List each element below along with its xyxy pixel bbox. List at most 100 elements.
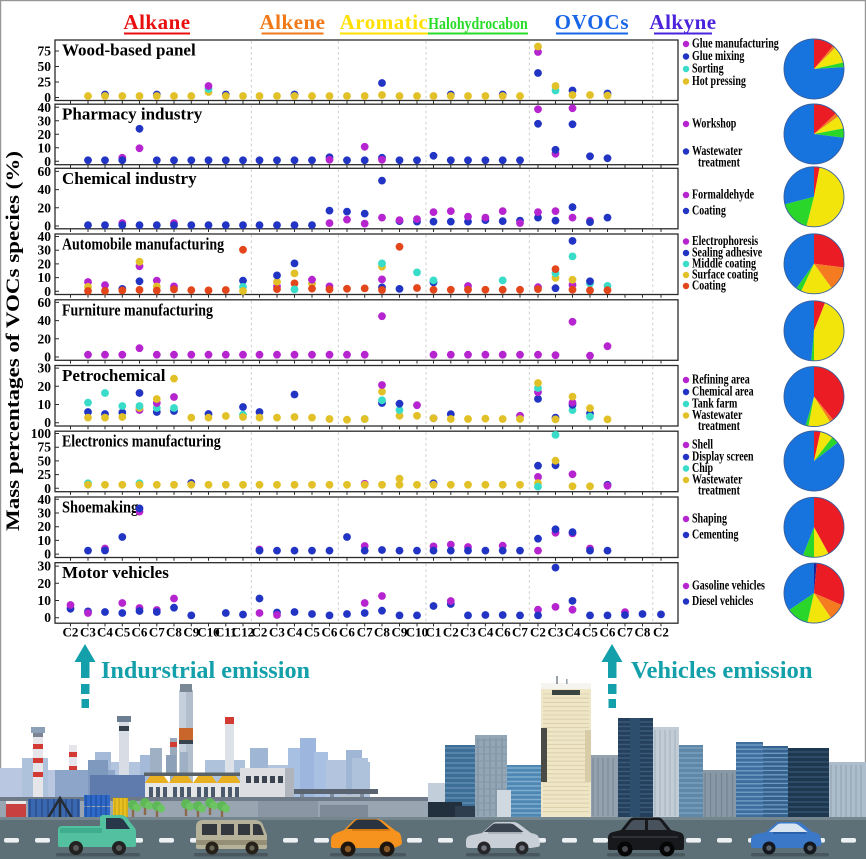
svg-text:30: 30 — [38, 506, 52, 521]
svg-text:60: 60 — [38, 164, 52, 179]
svg-text:50: 50 — [38, 59, 52, 74]
svg-text:Wood-based panel: Wood-based panel — [62, 41, 196, 60]
svg-text:20: 20 — [38, 127, 52, 142]
svg-text:Diesel vehicles: Diesel vehicles — [692, 592, 754, 608]
svg-text:0: 0 — [44, 90, 51, 105]
svg-text:Halohydrocabon: Halohydrocabon — [428, 15, 528, 34]
svg-text:Glue manufacturing: Glue manufacturing — [692, 35, 779, 51]
svg-text:C12: C12 — [232, 625, 254, 640]
svg-text:Hot pressing: Hot pressing — [692, 72, 746, 88]
svg-text:0: 0 — [44, 481, 51, 496]
svg-text:30: 30 — [38, 361, 52, 376]
svg-text:C4: C4 — [477, 625, 493, 640]
svg-text:Shell: Shell — [692, 436, 714, 452]
svg-text:Formaldehyde: Formaldehyde — [692, 186, 754, 202]
svg-text:0: 0 — [44, 154, 51, 169]
svg-text:C7: C7 — [357, 625, 373, 640]
svg-text:0: 0 — [44, 350, 51, 365]
svg-text:Electrophoresis: Electrophoresis — [692, 232, 758, 248]
svg-text:C10: C10 — [406, 625, 428, 640]
svg-text:C2: C2 — [653, 625, 669, 640]
svg-text:C7: C7 — [512, 625, 528, 640]
svg-text:Sorting: Sorting — [692, 60, 724, 76]
svg-text:C11: C11 — [215, 625, 237, 640]
svg-text:C5: C5 — [114, 625, 130, 640]
svg-text:0: 0 — [44, 219, 51, 234]
svg-text:C6: C6 — [600, 625, 616, 640]
svg-text:C6: C6 — [322, 625, 338, 640]
svg-text:C2: C2 — [252, 625, 268, 640]
svg-text:C2: C2 — [63, 625, 79, 640]
svg-text:20: 20 — [38, 379, 52, 394]
svg-text:Glue mixing: Glue mixing — [692, 47, 744, 63]
svg-text:C3: C3 — [80, 625, 96, 640]
svg-text:Coating: Coating — [692, 202, 726, 218]
svg-text:30: 30 — [38, 113, 52, 128]
svg-text:60: 60 — [38, 295, 52, 310]
svg-text:10: 10 — [38, 533, 52, 548]
svg-text:treatment: treatment — [698, 417, 740, 433]
svg-text:C6: C6 — [132, 625, 148, 640]
svg-text:10: 10 — [38, 270, 52, 285]
svg-text:treatment: treatment — [698, 482, 740, 498]
svg-text:C6: C6 — [495, 625, 511, 640]
svg-text:Tank farm: Tank farm — [692, 395, 737, 411]
svg-text:25: 25 — [38, 467, 52, 482]
svg-text:40: 40 — [38, 182, 52, 197]
svg-text:0: 0 — [44, 547, 51, 562]
svg-text:25: 25 — [38, 75, 52, 90]
svg-text:Workshop: Workshop — [692, 115, 737, 131]
svg-text:10: 10 — [38, 397, 52, 412]
svg-text:Chemical industry: Chemical industry — [62, 169, 197, 188]
svg-text:50: 50 — [38, 453, 52, 468]
svg-text:C9: C9 — [392, 625, 408, 640]
svg-text:C5: C5 — [582, 625, 598, 640]
svg-text:C2: C2 — [530, 625, 546, 640]
svg-text:C8: C8 — [635, 625, 651, 640]
svg-text:C3: C3 — [269, 625, 285, 640]
svg-text:100: 100 — [31, 426, 52, 441]
svg-text:Gasoline vehicles: Gasoline vehicles — [692, 577, 765, 593]
svg-text:40: 40 — [38, 229, 52, 244]
svg-text:C7: C7 — [617, 625, 633, 640]
svg-text:Vehicles emission: Vehicles emission — [631, 657, 813, 684]
svg-text:Alkyne: Alkyne — [649, 10, 716, 34]
svg-text:C3: C3 — [548, 625, 564, 640]
svg-text:Petrochemical: Petrochemical — [62, 366, 166, 385]
svg-text:Surface coating: Surface coating — [692, 266, 758, 282]
svg-text:Pharmacy industry: Pharmacy industry — [62, 105, 203, 124]
svg-text:Wastewater: Wastewater — [692, 142, 743, 158]
svg-text:20: 20 — [38, 331, 52, 346]
svg-text:40: 40 — [38, 492, 52, 507]
svg-text:C5: C5 — [304, 625, 320, 640]
svg-text:20: 20 — [38, 576, 52, 591]
svg-text:C7: C7 — [149, 625, 165, 640]
svg-text:10: 10 — [38, 593, 52, 608]
svg-text:C1: C1 — [426, 625, 442, 640]
svg-text:treatment: treatment — [698, 154, 740, 170]
svg-text:Sealing adhesive: Sealing adhesive — [692, 244, 762, 260]
svg-text:C9: C9 — [183, 625, 199, 640]
svg-text:0: 0 — [44, 415, 51, 430]
svg-text:Cementing: Cementing — [692, 526, 739, 542]
svg-text:C4: C4 — [565, 625, 581, 640]
svg-text:Mass percentages of VOCs speci: Mass percentages of VOCs species (%) — [3, 151, 24, 531]
svg-text:Wastewater: Wastewater — [692, 471, 743, 487]
svg-text:Motor vehicles: Motor vehicles — [62, 563, 169, 582]
svg-text:Chemical area: Chemical area — [692, 383, 754, 399]
svg-text:C4: C4 — [97, 625, 113, 640]
svg-text:Refining area: Refining area — [692, 371, 750, 387]
svg-text:Alkene: Alkene — [260, 10, 326, 34]
svg-text:30: 30 — [38, 559, 52, 574]
svg-text:Electronics manufacturing: Electronics manufacturing — [62, 432, 221, 451]
svg-text:Coating: Coating — [692, 277, 726, 293]
svg-text:C3: C3 — [460, 625, 476, 640]
svg-text:C8: C8 — [374, 625, 390, 640]
svg-text:C4: C4 — [287, 625, 303, 640]
svg-text:10: 10 — [38, 140, 52, 155]
svg-text:40: 40 — [38, 100, 52, 115]
svg-text:C6: C6 — [339, 625, 355, 640]
svg-text:0: 0 — [44, 610, 51, 625]
svg-text:30: 30 — [38, 243, 52, 258]
svg-text:20: 20 — [38, 256, 52, 271]
